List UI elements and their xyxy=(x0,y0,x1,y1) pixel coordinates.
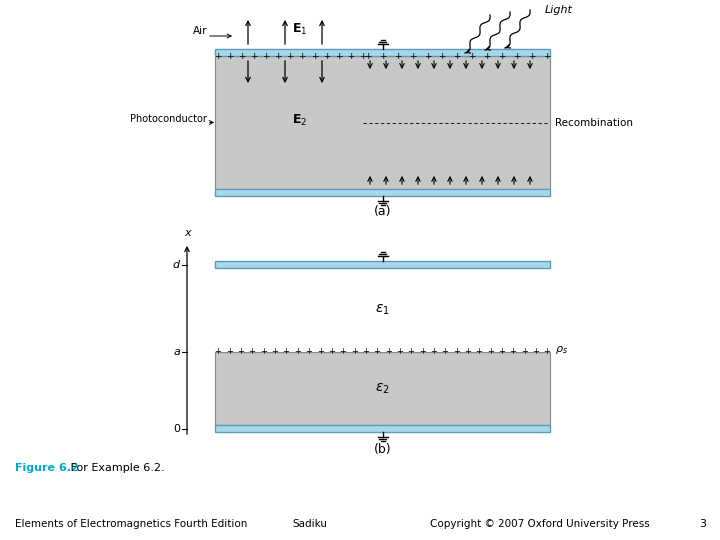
Text: +: + xyxy=(510,348,516,356)
Bar xyxy=(215,189,550,196)
Text: +: + xyxy=(532,348,539,356)
Text: d: d xyxy=(173,260,180,269)
Text: +: + xyxy=(423,52,431,61)
Text: +: + xyxy=(528,52,536,61)
Text: +: + xyxy=(299,52,306,61)
Text: +: + xyxy=(487,348,494,356)
Text: +: + xyxy=(215,52,222,61)
Text: +: + xyxy=(251,52,258,61)
Text: +: + xyxy=(453,348,459,356)
Text: Air: Air xyxy=(192,26,207,36)
Text: +: + xyxy=(238,348,244,356)
Text: Light: Light xyxy=(545,5,573,15)
Text: +: + xyxy=(396,348,403,356)
Text: +: + xyxy=(364,52,372,61)
Text: +: + xyxy=(226,52,234,61)
Text: Elements of Electromagnetics Fourth Edition: Elements of Electromagnetics Fourth Edit… xyxy=(15,519,248,529)
Text: +: + xyxy=(323,52,330,61)
Text: +: + xyxy=(384,348,392,356)
Text: +: + xyxy=(409,52,416,61)
Text: +: + xyxy=(379,52,386,61)
Text: (a): (a) xyxy=(374,206,391,219)
Text: +: + xyxy=(544,348,550,356)
Bar xyxy=(215,425,550,432)
Text: +: + xyxy=(419,348,426,356)
Text: +: + xyxy=(498,348,505,356)
Text: $\mathbf{E}_2$: $\mathbf{E}_2$ xyxy=(292,113,307,128)
Text: $\varepsilon_2$: $\varepsilon_2$ xyxy=(375,381,390,396)
Text: +: + xyxy=(441,348,449,356)
Text: +: + xyxy=(513,52,521,61)
Text: +: + xyxy=(374,348,380,356)
Text: +: + xyxy=(438,52,446,61)
Bar xyxy=(215,56,550,189)
Text: +: + xyxy=(430,348,437,356)
Text: +: + xyxy=(328,348,335,356)
Text: +: + xyxy=(394,52,401,61)
Text: +: + xyxy=(274,52,282,61)
Text: +: + xyxy=(362,348,369,356)
Text: +: + xyxy=(283,348,289,356)
Text: +: + xyxy=(294,348,301,356)
Text: +: + xyxy=(475,348,482,356)
Text: +: + xyxy=(521,348,528,356)
Text: For Example 6.2.: For Example 6.2. xyxy=(67,463,165,473)
Text: a: a xyxy=(173,347,180,357)
Text: $\varepsilon_1$: $\varepsilon_1$ xyxy=(375,303,390,317)
Text: +: + xyxy=(248,348,256,356)
Text: +: + xyxy=(271,348,278,356)
Text: +: + xyxy=(238,52,246,61)
Text: Copyright © 2007 Oxford University Press: Copyright © 2007 Oxford University Press xyxy=(430,519,649,529)
Bar xyxy=(215,352,550,425)
Text: +: + xyxy=(483,52,491,61)
Bar xyxy=(215,49,550,56)
Text: 3: 3 xyxy=(699,519,706,529)
Text: Sadiku: Sadiku xyxy=(292,519,328,529)
Text: +: + xyxy=(262,52,270,61)
Text: +: + xyxy=(544,52,551,61)
Text: +: + xyxy=(464,348,471,356)
Text: Figure 6.2: Figure 6.2 xyxy=(15,463,78,473)
Bar xyxy=(215,261,550,268)
Text: +: + xyxy=(469,52,476,61)
Text: +: + xyxy=(498,52,506,61)
Text: +: + xyxy=(310,52,318,61)
Text: +: + xyxy=(317,348,323,356)
Text: +: + xyxy=(335,52,342,61)
Text: Photoconductor: Photoconductor xyxy=(130,113,207,124)
Text: Recombination: Recombination xyxy=(555,118,633,127)
Text: +: + xyxy=(454,52,461,61)
Text: +: + xyxy=(287,52,294,61)
Text: +: + xyxy=(215,348,222,356)
Text: +: + xyxy=(339,348,346,356)
Text: +: + xyxy=(408,348,414,356)
Text: +: + xyxy=(351,348,358,356)
Text: +: + xyxy=(359,52,366,61)
Text: $\rho_s$: $\rho_s$ xyxy=(555,344,568,356)
Text: +: + xyxy=(347,52,354,61)
Text: +: + xyxy=(260,348,267,356)
Text: $\mathbf{E}_1$: $\mathbf{E}_1$ xyxy=(292,22,307,37)
Text: (b): (b) xyxy=(374,443,391,456)
Text: +: + xyxy=(305,348,312,356)
Text: 0: 0 xyxy=(173,423,180,434)
Text: x: x xyxy=(185,228,192,238)
Text: +: + xyxy=(226,348,233,356)
